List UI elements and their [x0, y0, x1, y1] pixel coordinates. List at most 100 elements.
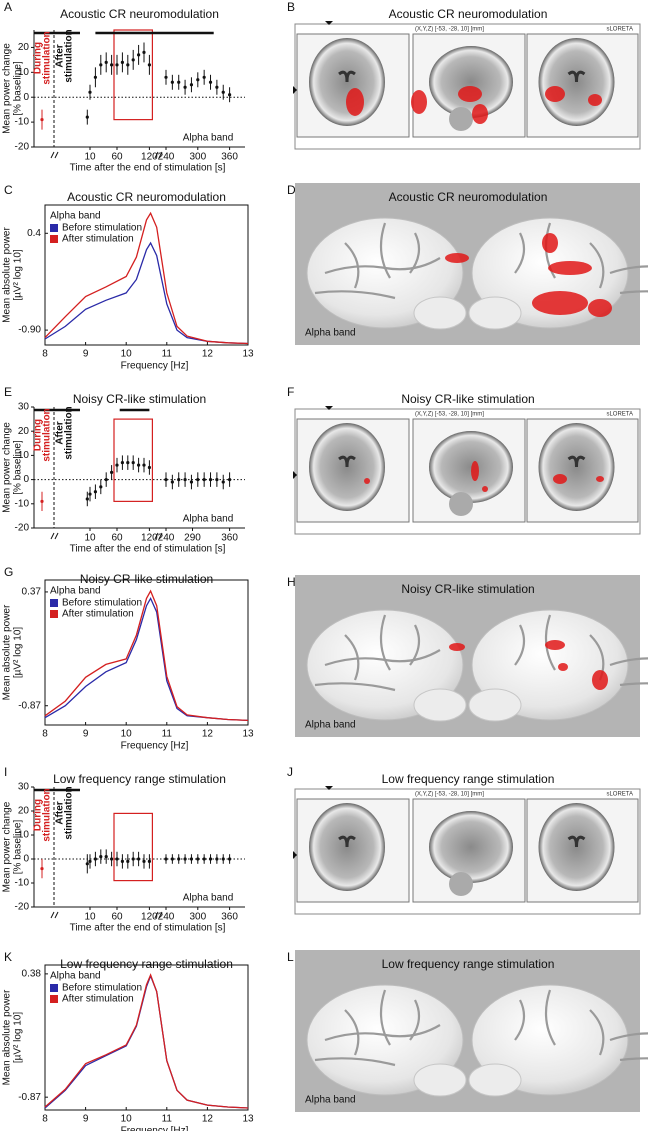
y-tick-label: -0.87 — [18, 700, 41, 711]
cerebellum — [468, 688, 522, 722]
y-tick-label: 10 — [18, 450, 30, 461]
cerebellum — [468, 296, 522, 330]
panel-letter: B — [287, 0, 295, 14]
chart-title: Acoustic CR neuromodulation — [60, 7, 219, 21]
data-point — [110, 470, 114, 474]
slice-header: (X,Y,Z) [-53, -28, 10] [mm] — [415, 27, 484, 33]
activation — [592, 670, 608, 690]
data-point — [177, 80, 181, 84]
data-point — [40, 867, 44, 871]
activation — [411, 90, 427, 114]
panel-letter: K — [4, 950, 12, 964]
y-tick-label: 0 — [23, 92, 29, 103]
data-point — [120, 60, 124, 64]
data-point — [164, 857, 168, 861]
cerebellum — [468, 1063, 522, 1097]
x-tick-label: 9 — [83, 349, 89, 360]
panel-letter: D — [287, 183, 296, 197]
x-tick-label: 13 — [242, 1114, 254, 1125]
legend-title: Alpha band — [50, 211, 101, 222]
plot-frame — [44, 579, 249, 726]
activation — [472, 104, 488, 124]
cerebellum — [413, 688, 467, 722]
data-point — [221, 480, 225, 484]
data-point — [228, 93, 232, 97]
legend-swatch — [50, 224, 58, 232]
data-point — [142, 859, 146, 864]
x-axis-label: Frequency [Hz] — [121, 361, 189, 372]
x-tick-label: 120 — [141, 152, 158, 163]
legend-title: Alpha band — [50, 971, 101, 982]
y-axis-label: Mean absolute power — [2, 227, 13, 323]
data-point — [196, 78, 200, 82]
data-point — [115, 63, 119, 67]
panel-letter: G — [4, 565, 13, 579]
sulcus — [379, 222, 391, 279]
sulcus — [344, 242, 360, 289]
data-point — [99, 485, 103, 489]
data-point — [202, 478, 206, 482]
sulcus — [409, 624, 421, 666]
data-point — [189, 857, 194, 861]
chart-title: Low frequency range stimulation — [60, 957, 233, 971]
legend-swatch — [50, 235, 58, 243]
y-tick-label: -20 — [15, 142, 30, 153]
activation — [445, 253, 469, 263]
data-line — [44, 589, 249, 722]
x-tick-label: 240 — [158, 152, 175, 163]
panel-letter: E — [4, 385, 12, 399]
panel-letter: F — [287, 385, 294, 399]
y-axis-label: Mean power change — [2, 422, 13, 513]
panel-title: Acoustic CR neuromodulation — [389, 7, 548, 21]
panel-letter: C — [4, 183, 13, 197]
highlight-box — [113, 812, 154, 882]
panel-title: Acoustic CR neuromodulation — [389, 190, 548, 204]
activation — [471, 461, 479, 481]
x-tick-label: 10 — [84, 152, 96, 163]
y-tick-label: -10 — [15, 878, 30, 889]
ventricles — [338, 835, 356, 848]
activation — [553, 474, 567, 484]
legend-label: After stimulation — [62, 994, 134, 1005]
x-tick-label: 290 — [184, 533, 201, 544]
band-label: Alpha band — [305, 720, 356, 731]
sagittal-slice — [429, 811, 513, 883]
y-tick-label: 0.37 — [22, 587, 42, 598]
y-axis-label: Mean power change — [2, 43, 13, 134]
axis-break — [158, 151, 163, 159]
axis-break — [54, 911, 59, 919]
x-axis-label: Frequency [Hz] — [121, 741, 189, 752]
data-point — [196, 478, 200, 482]
sulcus — [619, 1057, 648, 1062]
data-point — [208, 857, 213, 861]
y-axis-label: [µV² log 10] — [13, 249, 24, 301]
data-point — [137, 463, 141, 467]
during-label: During — [33, 42, 44, 74]
activation — [542, 233, 558, 253]
panel-letter: A — [4, 0, 12, 14]
y-axis-label: [% baseline] — [13, 440, 24, 495]
ventricles — [567, 70, 586, 83]
y-tick-label: -10 — [15, 117, 30, 128]
during-label: stimulation — [42, 788, 53, 841]
data-point — [40, 499, 44, 503]
data-point — [189, 83, 194, 87]
sulcus — [409, 999, 421, 1041]
during-label: stimulation — [42, 408, 53, 461]
data-point — [99, 63, 103, 67]
sulcus — [379, 614, 391, 671]
sulcus — [544, 989, 556, 1046]
x-tick-label: 8 — [42, 349, 48, 360]
panel-title: Low frequency range stimulation — [382, 772, 555, 786]
y-tick-label: 0 — [23, 474, 29, 485]
x-tick-label: 10 — [84, 533, 96, 544]
x-axis-label: Time after the end of stimulation [s] — [70, 923, 226, 934]
band-label: Alpha band — [183, 133, 234, 144]
band-label: Alpha band — [183, 514, 234, 525]
activation — [532, 291, 588, 315]
x-tick-label: 8 — [42, 729, 48, 740]
legend-label: Before stimulation — [62, 223, 142, 234]
after-label: stimulation — [64, 406, 75, 459]
sulcus — [344, 1009, 360, 1056]
sulcus — [314, 1057, 396, 1067]
